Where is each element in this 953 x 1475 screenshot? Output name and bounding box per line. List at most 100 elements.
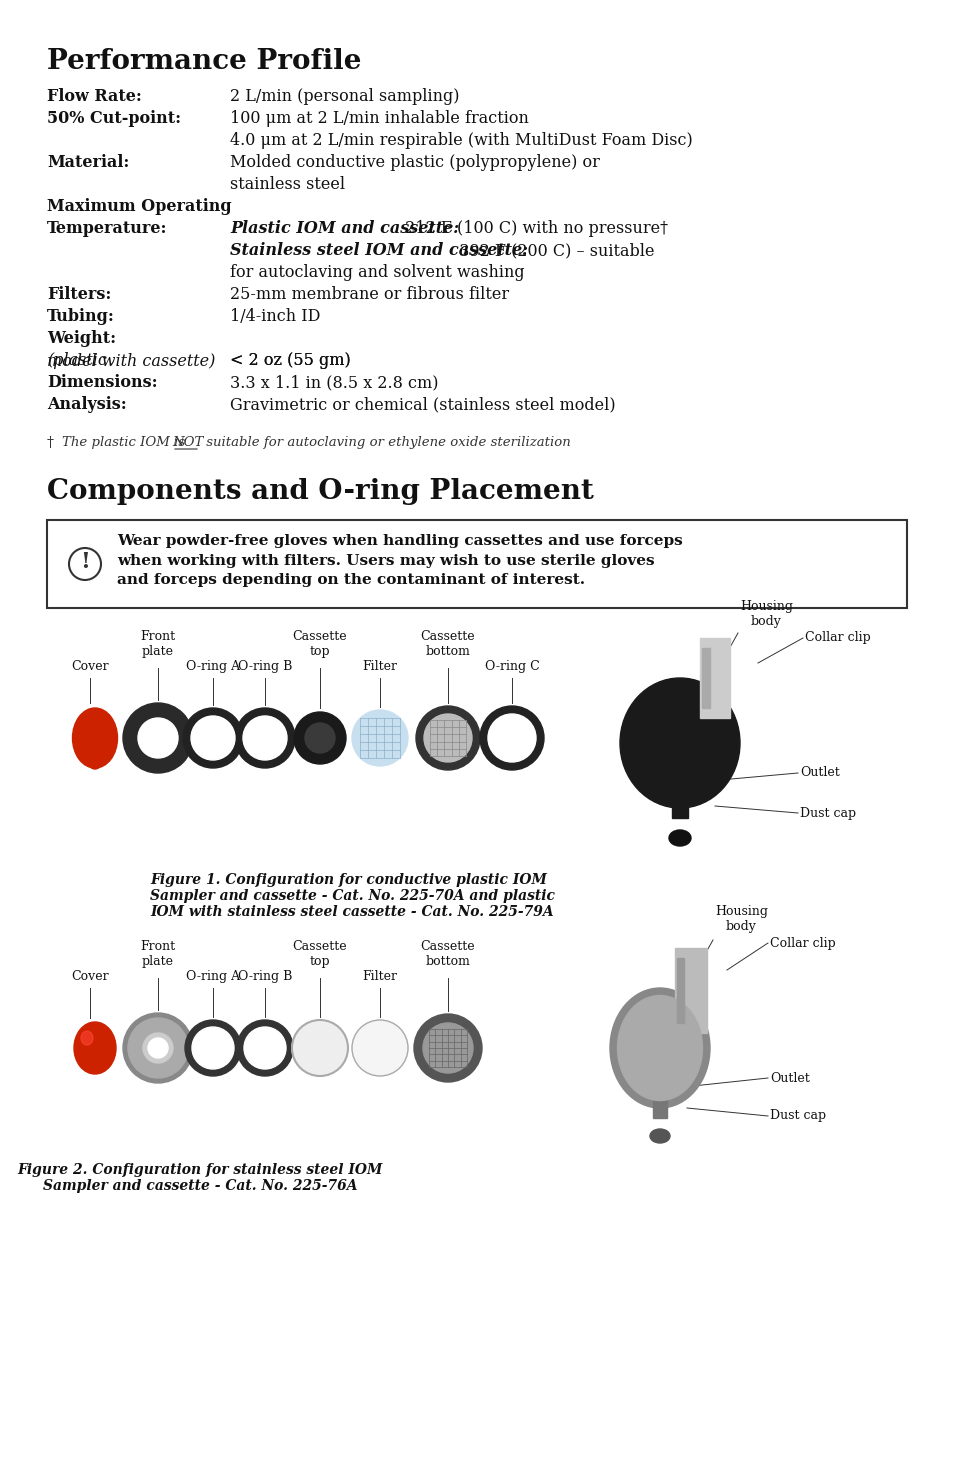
Text: Outlet: Outlet [800,767,839,779]
Ellipse shape [649,1128,669,1143]
Circle shape [89,757,101,768]
Ellipse shape [617,996,701,1100]
Text: Material:: Material: [47,153,130,171]
Text: Cover: Cover [71,659,109,673]
Ellipse shape [619,678,740,808]
Text: †: † [47,437,54,450]
Text: NOT: NOT [172,437,203,448]
Text: Collar clip: Collar clip [769,937,835,950]
Text: 25-mm membrane or fibrous filter: 25-mm membrane or fibrous filter [230,286,509,302]
Circle shape [183,708,243,768]
Bar [701,648,709,708]
Text: < 2 oz (55 gm): < 2 oz (55 gm) [230,353,351,369]
Text: 2 L/min (personal sampling): 2 L/min (personal sampling) [230,88,459,105]
Text: Dust cap: Dust cap [769,1109,825,1122]
Text: O-ring B: O-ring B [237,971,292,982]
Circle shape [123,1013,193,1083]
Text: Dimensions:: Dimensions: [47,375,157,391]
Circle shape [244,1027,286,1069]
Text: O-ring B: O-ring B [237,659,292,673]
Text: Cassette
top: Cassette top [293,630,347,658]
Circle shape [192,1027,233,1069]
Text: Molded conductive plastic (polypropylene) or: Molded conductive plastic (polypropylene… [230,153,599,171]
Text: Collar clip: Collar clip [804,631,870,645]
Text: Performance Profile: Performance Profile [47,49,361,75]
Text: Filter: Filter [362,659,397,673]
Circle shape [488,714,536,763]
Text: 392 F (200 C) – suitable: 392 F (200 C) – suitable [454,242,654,260]
Text: Components and O-ring Placement: Components and O-ring Placement [47,478,594,504]
Text: Wear powder-free gloves when handling cassettes and use forceps
when working wit: Wear powder-free gloves when handling ca… [117,534,682,587]
Ellipse shape [81,1031,92,1044]
Text: 1/4-inch ID: 1/4-inch ID [230,308,320,324]
Text: Dust cap: Dust cap [800,807,855,820]
Circle shape [292,1021,348,1075]
Text: Gravimetric or chemical (stainless steel model): Gravimetric or chemical (stainless steel… [230,395,615,413]
Circle shape [479,707,543,770]
Text: Cassette
bottom: Cassette bottom [420,940,475,968]
Text: Tubing:: Tubing: [47,308,114,324]
Text: stainless steel: stainless steel [230,176,345,193]
Circle shape [185,1021,241,1075]
Circle shape [148,1038,168,1058]
Circle shape [352,709,408,766]
Text: Stainless steel IOM and cassette:: Stainless steel IOM and cassette: [230,242,527,260]
Bar [675,948,706,1032]
Text: (plastic: (plastic [47,353,107,369]
Text: Plastic IOM and cassette:: Plastic IOM and cassette: [230,220,458,237]
Text: Filters:: Filters: [47,286,112,302]
Text: Cassette
top: Cassette top [293,940,347,968]
Circle shape [234,708,294,768]
Bar [677,957,683,1024]
Text: for autoclaving and solvent washing: for autoclaving and solvent washing [230,264,524,282]
Text: Front
plate: Front plate [140,630,175,658]
Text: Maximum Operating: Maximum Operating [47,198,232,215]
Text: < 2 oz (55 gm): < 2 oz (55 gm) [230,353,351,369]
Text: 212 F (100 C) with no pressure†: 212 F (100 C) with no pressure† [399,220,667,237]
Bar [700,639,729,718]
Text: Housing
body: Housing body [714,906,767,934]
Text: suitable for autoclaving or ethylene oxide sterilization: suitable for autoclaving or ethylene oxi… [202,437,570,448]
Circle shape [422,1024,473,1072]
Text: Cover: Cover [71,971,109,982]
Ellipse shape [74,1022,116,1074]
FancyBboxPatch shape [47,521,906,608]
Text: 50% Cut-point:: 50% Cut-point: [47,111,181,127]
Ellipse shape [609,988,709,1108]
Text: O-ring C: O-ring C [484,659,538,673]
Circle shape [305,723,335,754]
Text: 4.0 μm at 2 L/min respirable (with MultiDust Foam Disc): 4.0 μm at 2 L/min respirable (with Multi… [230,131,692,149]
Circle shape [128,1018,188,1078]
Circle shape [416,707,479,770]
Text: Flow Rate:: Flow Rate: [47,88,142,105]
Text: Front
plate: Front plate [140,940,175,968]
Text: Figure 1. Configuration for conductive plastic IOM
Sampler and cassette - Cat. N: Figure 1. Configuration for conductive p… [150,873,555,919]
Text: Cassette
bottom: Cassette bottom [420,630,475,658]
Circle shape [352,1021,408,1075]
Circle shape [123,704,193,773]
Text: Temperature:: Temperature: [47,220,168,237]
Text: O-ring A: O-ring A [186,971,240,982]
Circle shape [294,712,346,764]
Text: Figure 2. Configuration for stainless steel IOM
Sampler and cassette - Cat. No. : Figure 2. Configuration for stainless st… [17,1162,382,1193]
Circle shape [414,1013,481,1083]
Circle shape [423,714,472,763]
Text: The plastic IOM is: The plastic IOM is [62,437,190,448]
Text: model with cassette): model with cassette) [47,353,215,369]
Circle shape [236,1021,293,1075]
Text: !: ! [80,552,90,572]
Text: Filter: Filter [362,971,397,982]
Circle shape [191,715,234,760]
Text: Analysis:: Analysis: [47,395,127,413]
Text: Outlet: Outlet [769,1071,809,1084]
Bar [652,1072,666,1118]
Circle shape [243,715,287,760]
Bar [671,768,687,819]
Text: 100 μm at 2 L/min inhalable fraction: 100 μm at 2 L/min inhalable fraction [230,111,528,127]
Text: Weight:: Weight: [47,330,116,347]
Circle shape [143,1032,172,1063]
Text: 3.3 x 1.1 in (8.5 x 2.8 cm): 3.3 x 1.1 in (8.5 x 2.8 cm) [230,375,438,391]
Text: Housing
body: Housing body [740,600,792,628]
Circle shape [138,718,178,758]
Ellipse shape [668,830,690,847]
